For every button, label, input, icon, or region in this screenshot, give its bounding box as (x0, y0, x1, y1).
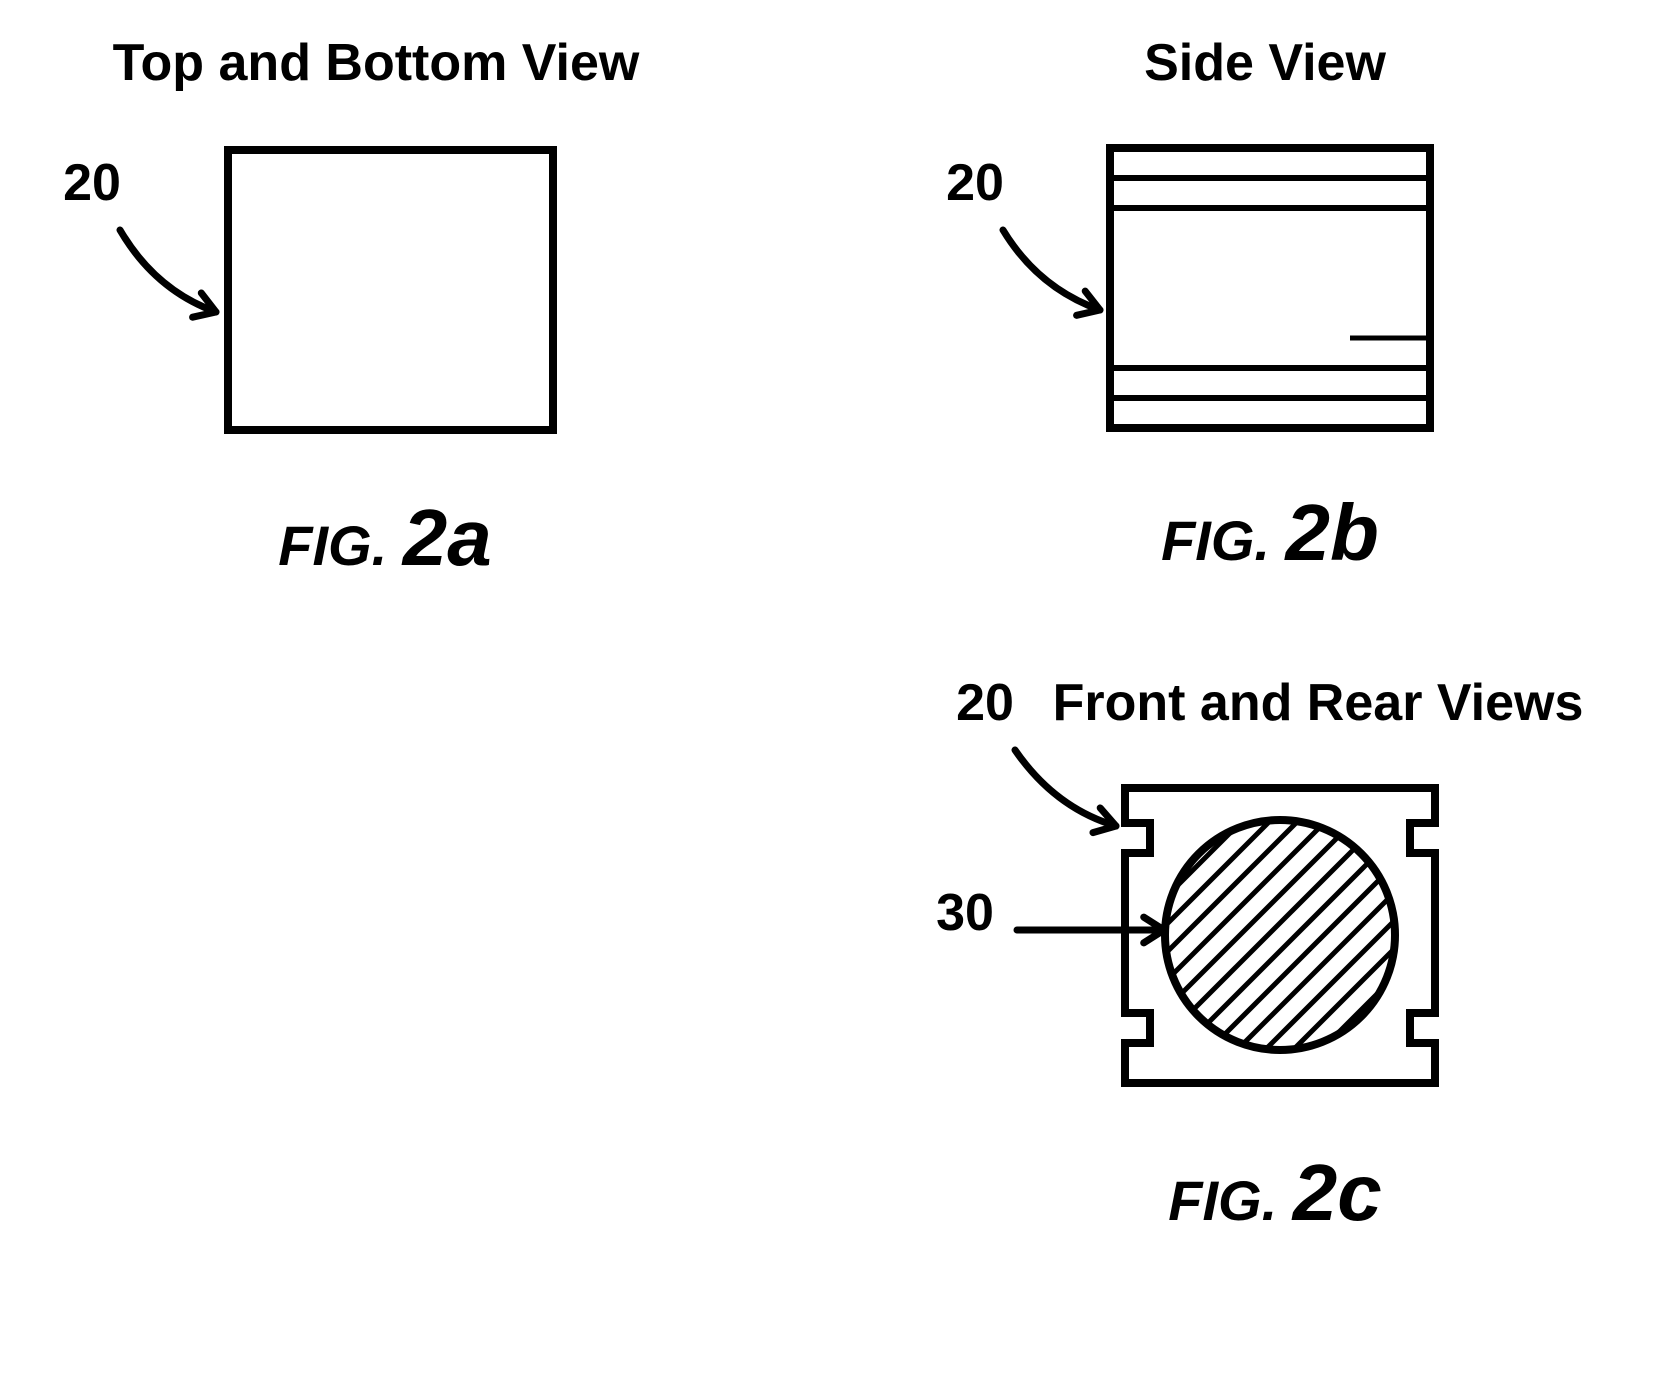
fig2c-title: Front and Rear Views (1053, 674, 1584, 732)
fig2a-caption: FIG. 2a (278, 493, 491, 582)
fig2a-rect (228, 150, 553, 430)
fig2c-circle (1165, 820, 1395, 1050)
fig2c-ref-30: 30 (936, 884, 994, 942)
fig2c-arrow-30 (1017, 917, 1164, 943)
fig2c-outline (1125, 788, 1435, 1083)
fig2b-ref-20: 20 (946, 154, 1004, 212)
fig2c-arrow-20 (1015, 750, 1116, 833)
fig2c-ref-20: 20 (956, 674, 1014, 732)
fig2b-rect (1110, 148, 1430, 428)
fig2b-title: Side View (1144, 34, 1386, 92)
fig2a-title: Top and Bottom View (113, 34, 640, 92)
fig2c-caption: FIG. 2c (1168, 1148, 1381, 1237)
fig2b-caption: FIG. 2b (1161, 488, 1379, 577)
fig2a-arrow-20 (120, 230, 216, 317)
fig2b-arrow-20 (1003, 230, 1100, 315)
fig2a-ref-20: 20 (63, 154, 121, 212)
